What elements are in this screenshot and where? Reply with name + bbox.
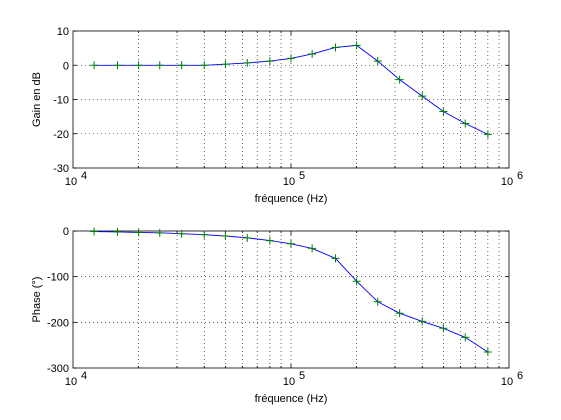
x-tick-label: 10 — [283, 376, 295, 388]
data-point-marker — [90, 227, 99, 236]
data-point-marker — [439, 107, 448, 116]
y-tick-label: -100 — [47, 272, 69, 284]
x-tick-exponent: 5 — [299, 370, 305, 382]
data-point-marker — [200, 61, 209, 70]
data-point-marker — [461, 333, 470, 342]
x-axis-label: fréquence (Hz) — [255, 193, 328, 205]
data-point-marker — [113, 61, 122, 70]
data-point-marker — [418, 92, 427, 101]
data-point-marker — [243, 58, 252, 67]
x-tick-label: 10 — [65, 376, 77, 388]
y-axis-label: Phase (°) — [31, 277, 43, 323]
data-point-marker — [243, 233, 252, 242]
data-point-marker — [221, 232, 230, 241]
x-tick-exponent: 6 — [517, 170, 523, 182]
data-point-marker — [134, 228, 143, 237]
data-point-marker — [395, 309, 404, 318]
x-tick-label: 10 — [501, 376, 513, 388]
data-point-marker — [352, 41, 361, 50]
data-point-marker — [461, 119, 470, 128]
data-point-marker — [418, 317, 427, 326]
data-point-marker — [113, 227, 122, 236]
y-axis-label: Gain en dB — [31, 72, 43, 127]
x-tick-label: 10 — [65, 176, 77, 188]
data-point-marker — [155, 61, 164, 70]
data-point-marker — [287, 239, 295, 248]
x-tick-label: 10 — [501, 176, 513, 188]
data-point-marker — [221, 60, 230, 69]
data-point-marker — [265, 57, 274, 66]
data-point-marker — [134, 61, 143, 70]
data-point-marker — [373, 57, 382, 66]
data-point-marker — [155, 228, 164, 237]
y-tick-label: -200 — [47, 317, 69, 329]
data-point-marker — [200, 230, 209, 239]
y-tick-label: -30 — [53, 163, 69, 175]
x-tick-exponent: 5 — [299, 170, 305, 182]
y-tick-label: -300 — [47, 363, 69, 375]
data-point-marker — [90, 61, 99, 70]
data-point-marker — [308, 244, 317, 253]
data-point-marker — [177, 61, 186, 70]
y-tick-label: 0 — [63, 226, 69, 238]
y-tick-label: 10 — [57, 26, 69, 38]
data-point-marker — [331, 43, 340, 52]
data-point-marker — [177, 229, 186, 238]
y-tick-label: -10 — [53, 95, 69, 107]
x-axis-label: fréquence (Hz) — [255, 393, 328, 405]
y-tick-label: 0 — [63, 60, 69, 72]
data-point-marker — [395, 75, 404, 84]
x-tick-exponent: 6 — [517, 370, 523, 382]
data-point-marker — [373, 297, 382, 306]
data-point-marker — [483, 348, 492, 357]
data-point-marker — [287, 54, 295, 63]
data-point-marker — [483, 130, 492, 139]
x-tick-label: 10 — [283, 176, 295, 188]
data-point-marker — [308, 49, 317, 58]
data-point-marker — [439, 324, 448, 333]
x-tick-exponent: 4 — [81, 370, 87, 382]
data-point-marker — [331, 254, 340, 263]
data-point-marker — [265, 236, 274, 245]
x-tick-exponent: 4 — [81, 170, 87, 182]
y-tick-label: -20 — [53, 129, 69, 141]
data-point-marker — [352, 277, 361, 286]
